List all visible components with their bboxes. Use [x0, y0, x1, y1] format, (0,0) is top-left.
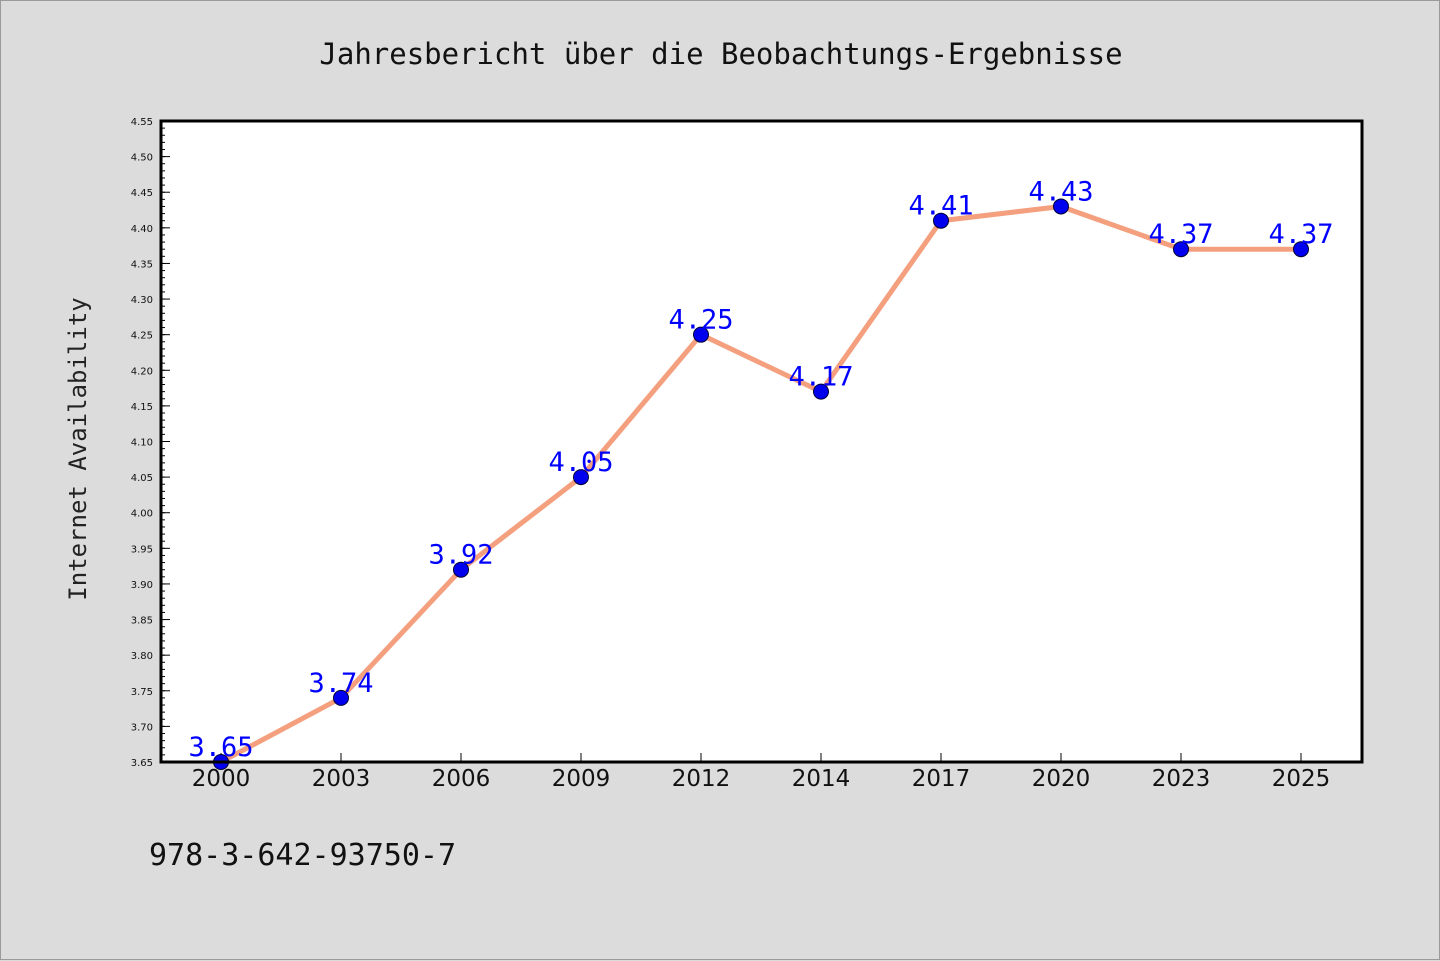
y-tick-label: 4.10 — [131, 438, 153, 449]
x-tick-label: 2014 — [792, 766, 851, 792]
data-points — [213, 198, 1309, 770]
data-label: 3.74 — [308, 668, 373, 699]
x-tick-label: 2020 — [1032, 766, 1091, 792]
data-point — [1173, 241, 1189, 258]
data-labels: 3.65 3.74 3.92 4.05 4.25 4.17 4.41 4.43 4.37 4.37 — [188, 176, 1333, 763]
plot-area — [161, 121, 1362, 762]
y-tick-label: 3.70 — [131, 722, 153, 733]
y-tick-label: 4.50 — [131, 153, 153, 164]
data-label: 4.37 — [1148, 219, 1213, 250]
y-tick-label: 4.30 — [131, 295, 153, 306]
y-axis-ticks: 3.65 3.70 3.75 3.80 3.85 3.90 3.95 4.00 4.05 4.10… — [131, 117, 170, 769]
data-label: 4.25 — [668, 305, 733, 336]
data-point — [693, 326, 709, 343]
x-tick-label: 2000 — [192, 766, 251, 792]
x-tick-label: 2009 — [552, 766, 611, 792]
y-tick-label: 4.55 — [131, 117, 153, 128]
y-tick-label: 4.20 — [131, 366, 153, 377]
x-tick-label: 2025 — [1272, 766, 1331, 792]
y-axis-label: Internet Availability — [64, 297, 92, 600]
data-point — [573, 469, 589, 486]
y-tick-label: 3.75 — [131, 687, 153, 698]
y-tick-label: 3.65 — [131, 758, 153, 769]
data-point — [333, 689, 349, 706]
chart-title: Jahresbericht über die Beobachtungs-Erge… — [319, 37, 1122, 71]
y-tick-label: 4.15 — [131, 402, 153, 413]
data-label: 4.43 — [1028, 176, 1093, 207]
data-label: 4.37 — [1268, 219, 1333, 250]
y-tick-label: 4.45 — [131, 188, 153, 199]
data-point — [1293, 241, 1309, 258]
y-tick-label: 3.90 — [131, 580, 153, 591]
y-tick-label: 4.25 — [131, 331, 153, 342]
plot-border — [159, 119, 1364, 764]
data-label: 3.92 — [428, 540, 493, 571]
y-tick-label: 3.85 — [131, 616, 153, 627]
data-point — [813, 383, 829, 400]
series-line — [219, 203, 1301, 765]
x-tick-label: 2006 — [432, 766, 491, 792]
data-label: 3.65 — [188, 732, 253, 763]
data-point — [933, 212, 949, 229]
data-point — [453, 561, 469, 578]
data-label: 4.05 — [548, 447, 613, 478]
y-tick-label: 4.40 — [131, 224, 153, 235]
y-tick-label: 3.95 — [131, 544, 153, 555]
y-tick-label: 4.00 — [131, 509, 153, 520]
y-tick-label: 3.80 — [131, 651, 153, 662]
x-tick-label: 2023 — [1152, 766, 1211, 792]
x-tick-label: 2012 — [672, 766, 731, 792]
x-tick-label: 2003 — [312, 766, 371, 792]
x-tick-label: 2017 — [912, 766, 971, 792]
data-point — [1053, 198, 1069, 215]
isbn-footer: 978-3-642-93750-7 — [149, 838, 456, 873]
data-label: 4.41 — [908, 191, 973, 222]
y-tick-label: 4.05 — [131, 473, 153, 484]
data-label: 4.17 — [788, 362, 853, 393]
y-tick-label: 4.35 — [131, 259, 153, 270]
x-axis-ticks: 2000 2003 2006 2009 2012 2014 2017 2020 2023 2025 — [192, 753, 1331, 792]
